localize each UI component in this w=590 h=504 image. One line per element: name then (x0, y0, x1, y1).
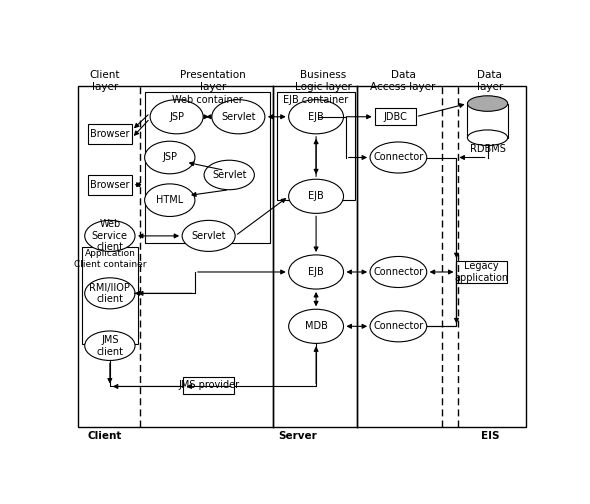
Text: Web container: Web container (172, 95, 242, 105)
Text: JSP: JSP (169, 112, 184, 122)
Ellipse shape (467, 130, 507, 146)
Ellipse shape (85, 278, 135, 309)
Ellipse shape (467, 96, 507, 111)
Text: HTML: HTML (156, 195, 183, 205)
Bar (277, 92, 355, 200)
Text: Server: Server (278, 431, 317, 441)
Text: Servlet: Servlet (191, 231, 226, 241)
Text: Web
Service
client: Web Service client (92, 219, 128, 253)
Text: Servlet: Servlet (221, 112, 255, 122)
Text: EIS: EIS (481, 431, 499, 441)
Text: Business
Logic layer: Business Logic layer (294, 70, 352, 92)
Text: EJB container: EJB container (283, 95, 349, 105)
Bar (457, 261, 507, 283)
Ellipse shape (145, 184, 195, 217)
Text: Connector: Connector (373, 153, 424, 162)
Bar (88, 174, 132, 195)
Text: Client
layer: Client layer (90, 70, 120, 92)
Text: MDB: MDB (304, 322, 327, 331)
Bar (82, 247, 138, 344)
Text: JSP: JSP (162, 153, 177, 162)
Text: Client: Client (88, 431, 122, 441)
Text: Legacy
application: Legacy application (454, 261, 509, 283)
Ellipse shape (85, 220, 135, 251)
Ellipse shape (204, 160, 254, 190)
Text: Connector: Connector (373, 267, 424, 277)
Ellipse shape (145, 141, 195, 174)
Bar (88, 124, 132, 144)
Text: RMI/IIOP
client: RMI/IIOP client (90, 283, 130, 304)
Ellipse shape (370, 311, 427, 342)
Ellipse shape (370, 257, 427, 287)
Text: Presentation
layer: Presentation layer (181, 70, 246, 92)
Ellipse shape (150, 100, 203, 134)
Ellipse shape (85, 331, 135, 360)
Ellipse shape (289, 179, 343, 213)
Text: Servlet: Servlet (212, 170, 247, 180)
Text: EJB: EJB (308, 192, 324, 201)
Text: JMS
client: JMS client (96, 335, 123, 356)
Ellipse shape (370, 142, 427, 173)
Bar (78, 86, 526, 427)
Text: EJB: EJB (308, 267, 324, 277)
Text: Browser: Browser (90, 129, 130, 139)
Text: RDBMS: RDBMS (470, 144, 506, 154)
Ellipse shape (289, 309, 343, 343)
Bar (145, 92, 270, 243)
Ellipse shape (289, 100, 343, 134)
Bar (375, 108, 416, 125)
Bar (183, 377, 234, 394)
Text: JMS provider: JMS provider (178, 381, 239, 390)
Text: Data
layer: Data layer (477, 70, 503, 92)
Ellipse shape (289, 255, 343, 289)
Ellipse shape (212, 100, 265, 134)
Ellipse shape (182, 220, 235, 251)
Text: EJB: EJB (308, 112, 324, 122)
Text: Connector: Connector (373, 322, 424, 331)
Text: Browser: Browser (90, 179, 130, 190)
Text: Data
Access layer: Data Access layer (371, 70, 435, 92)
Text: Application
Client container: Application Client container (74, 249, 146, 269)
Bar (467, 103, 507, 138)
Text: JDBC: JDBC (384, 112, 407, 122)
